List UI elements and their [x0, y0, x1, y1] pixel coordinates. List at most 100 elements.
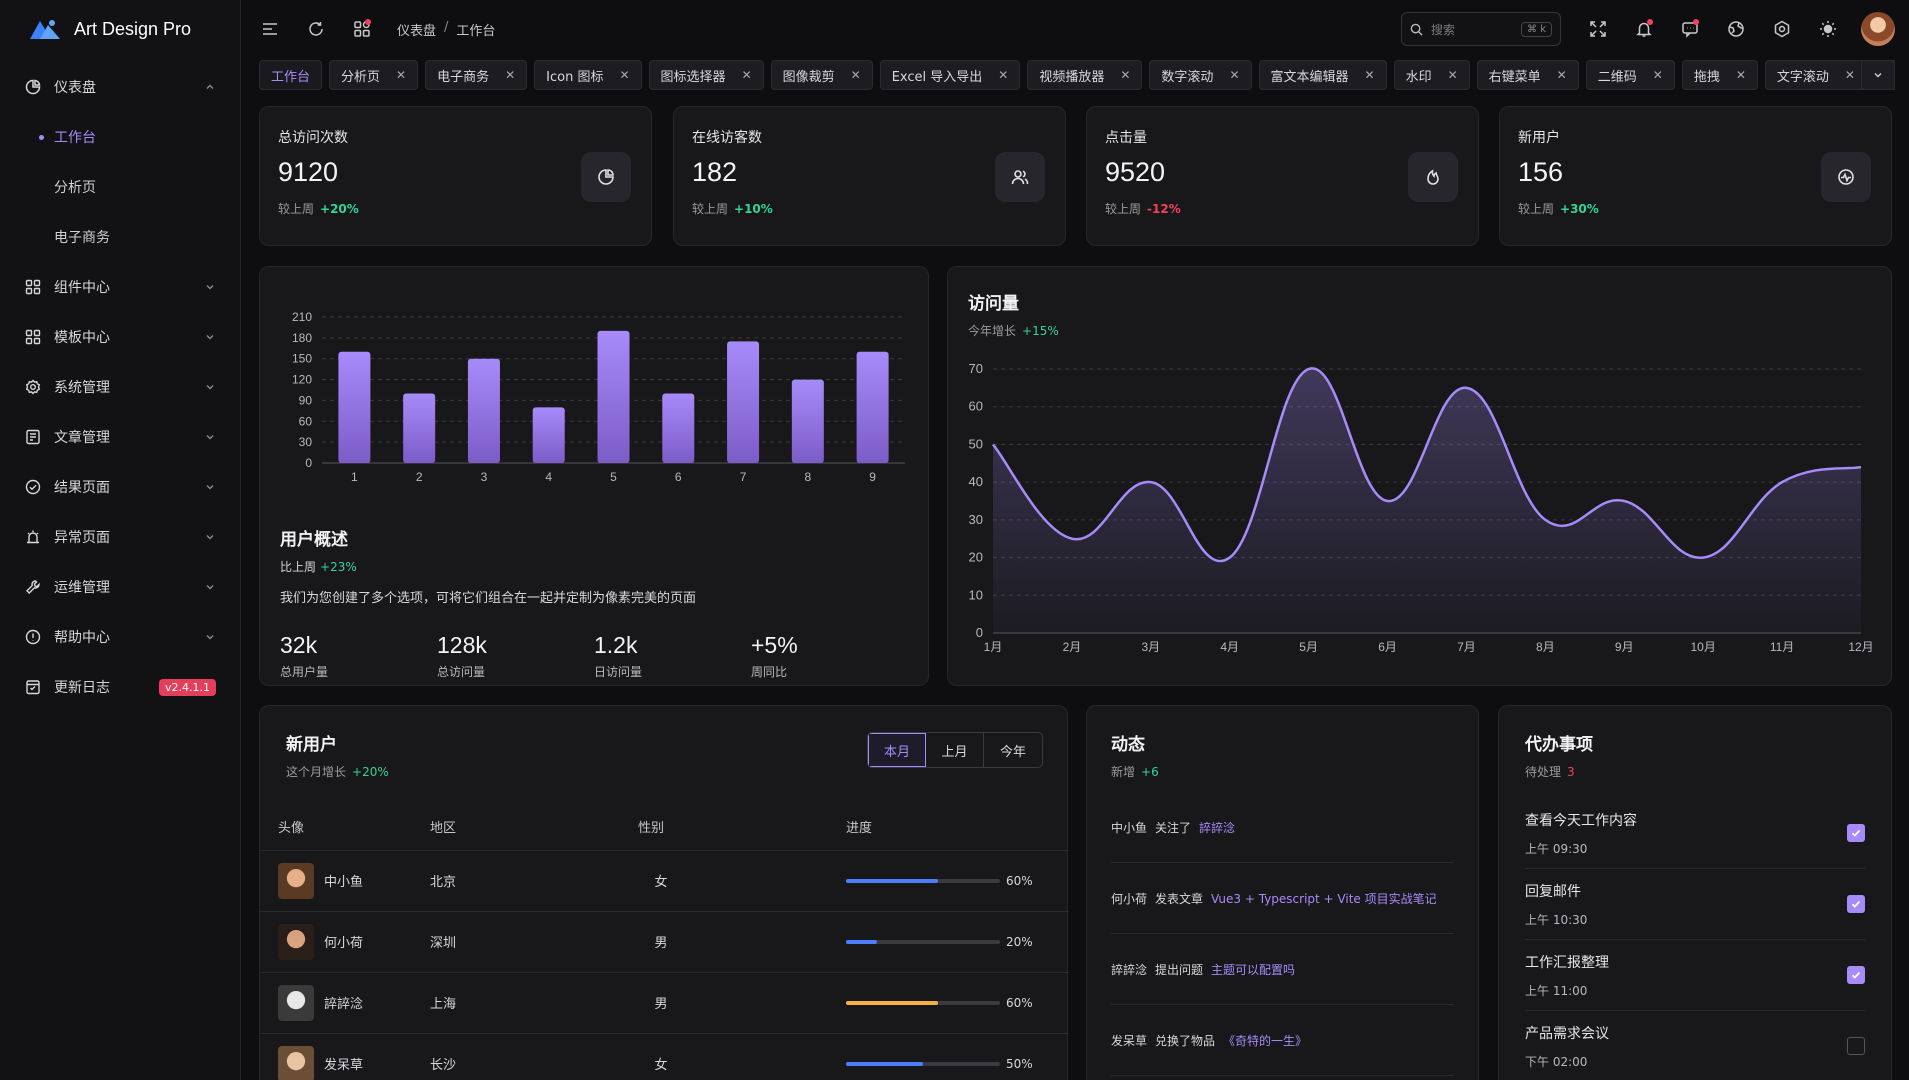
sun-icon[interactable]: [1817, 18, 1839, 40]
data-point[interactable]: [1780, 480, 1784, 484]
close-icon[interactable]: ✕: [1229, 68, 1240, 82]
tab-label: 电子商务: [437, 69, 490, 85]
todo-item: 工作汇报整理 上午 11:00: [1525, 940, 1865, 1011]
activity-target-link[interactable]: 誶誶淰: [1199, 820, 1236, 835]
tab-icons[interactable]: Icon 图标 ✕: [534, 60, 642, 90]
sidebar-item-dashboard[interactable]: 仪表盘: [0, 62, 240, 112]
bar[interactable]: [597, 330, 630, 463]
close-icon[interactable]: ✕: [396, 68, 407, 82]
tab-label: 右键菜单: [1488, 69, 1541, 85]
sidebar-item-system[interactable]: 系统管理: [0, 362, 240, 412]
sidebar-item-help[interactable]: 帮助中心: [0, 612, 240, 662]
tab-rich-editor[interactable]: 富文本编辑器 ✕: [1258, 60, 1387, 90]
apps-icon[interactable]: [351, 18, 373, 40]
close-icon[interactable]: ✕: [1652, 68, 1663, 82]
tab-ecommerce[interactable]: 电子商务 ✕: [425, 60, 528, 90]
todo-checkbox[interactable]: [1847, 824, 1865, 842]
tab-drag[interactable]: 拖拽 ✕: [1681, 60, 1758, 90]
settings-icon[interactable]: [1771, 18, 1793, 40]
close-icon[interactable]: ✕: [1364, 68, 1375, 82]
tab-image-crop[interactable]: 图像裁剪 ✕: [770, 60, 873, 90]
breadcrumb-item[interactable]: 仪表盘: [397, 23, 437, 39]
sidebar-subitem-analysis[interactable]: 分析页: [54, 180, 96, 196]
sidebar-item-result[interactable]: 结果页面: [0, 462, 240, 512]
tab-text-scroll[interactable]: 文字滚动 ✕: [1764, 60, 1867, 90]
overview-stat-label: 总用户量: [280, 665, 329, 679]
close-icon[interactable]: ✕: [619, 68, 630, 82]
data-point[interactable]: [991, 442, 995, 446]
sidebar-item-components[interactable]: 组件中心: [0, 262, 240, 312]
tab-count-to[interactable]: 数字滚动 ✕: [1149, 60, 1252, 90]
close-icon[interactable]: ✕: [1844, 68, 1855, 82]
activity-target-link[interactable]: Vue3 + Typescript + Vite 项目实战笔记: [1211, 891, 1437, 906]
bar[interactable]: [532, 407, 565, 463]
activity-target-link[interactable]: 《奇特的一生》: [1223, 1033, 1308, 1048]
menu-toggle-icon[interactable]: [259, 18, 281, 40]
stat-title: 新用户: [1518, 130, 1560, 146]
range-this-year[interactable]: 今年: [999, 744, 1026, 760]
sidebar-item-exception[interactable]: 异常页面: [0, 512, 240, 562]
range-last-month[interactable]: 上月: [926, 733, 984, 767]
data-point[interactable]: [1307, 367, 1311, 371]
bar[interactable]: [338, 351, 371, 463]
tab-excel[interactable]: Excel 导入导出 ✕: [879, 60, 1021, 90]
todo-item: 查看今天工作内容 上午 09:30: [1525, 798, 1865, 869]
data-point[interactable]: [1070, 537, 1074, 541]
close-icon[interactable]: ✕: [1120, 68, 1131, 82]
close-icon[interactable]: ✕: [741, 68, 752, 82]
close-icon[interactable]: ✕: [505, 68, 516, 82]
todo-checkbox[interactable]: [1847, 1037, 1865, 1055]
tab-context-menu[interactable]: 右键菜单 ✕: [1476, 60, 1579, 90]
data-point[interactable]: [1149, 480, 1153, 484]
sidebar-item-label: 文章管理: [54, 430, 110, 446]
tab-workbench[interactable]: 工作台: [259, 60, 323, 90]
data-point[interactable]: [1464, 386, 1468, 390]
tab-icon-picker[interactable]: 图标选择器 ✕: [648, 60, 764, 90]
bar[interactable]: [662, 393, 695, 463]
sidebar-item-ops[interactable]: 运维管理: [0, 562, 240, 612]
bar[interactable]: [467, 358, 500, 463]
cell-progress: 50%: [846, 1033, 1069, 1080]
sidebar-subitem-ecommerce[interactable]: 电子商务: [54, 230, 110, 246]
refresh-icon[interactable]: [305, 18, 327, 40]
user-avatar[interactable]: [1861, 12, 1895, 46]
bar[interactable]: [791, 379, 824, 463]
sidebar-item-templates[interactable]: 模板中心: [0, 312, 240, 362]
data-point[interactable]: [1386, 499, 1390, 503]
line-chart: 0 10 20 30 40 50 60 70 1月 2月 3月 4月 5月 6月 7月 8月 9月 10月 11月 1…: [969, 361, 1874, 654]
globe-icon[interactable]: [1725, 18, 1747, 40]
sidebar-item-changelog[interactable]: 更新日志 v2.4.1.1: [0, 662, 240, 712]
data-point[interactable]: [1701, 556, 1705, 560]
bar[interactable]: [727, 341, 760, 463]
bell-icon[interactable]: [1633, 18, 1655, 40]
data-point[interactable]: [1543, 518, 1547, 522]
data-point[interactable]: [1622, 499, 1626, 503]
tab-analysis[interactable]: 分析页 ✕: [329, 60, 419, 90]
progress-value: 50%: [1006, 1056, 1033, 1071]
tab-watermark[interactable]: 水印 ✕: [1393, 60, 1470, 90]
sidebar-subitem-workbench[interactable]: 工作台: [0, 112, 240, 162]
tab-video[interactable]: 视频播放器 ✕: [1027, 60, 1143, 90]
tabs-more-button[interactable]: [1861, 60, 1895, 90]
activity-header: 动态 新增 +6: [1111, 730, 1159, 780]
data-point[interactable]: [1859, 465, 1863, 469]
bar[interactable]: [856, 351, 889, 463]
todo-checkbox[interactable]: [1847, 966, 1865, 984]
close-icon[interactable]: ✕: [1556, 68, 1567, 82]
fullscreen-icon[interactable]: [1587, 18, 1609, 40]
app-logo[interactable]: Art Design Pro: [0, 0, 240, 58]
search-box[interactable]: 搜索 ⌘ k: [1401, 12, 1561, 46]
activity-target-link[interactable]: 主题可以配置吗: [1211, 962, 1296, 977]
close-icon[interactable]: ✕: [1735, 68, 1746, 82]
close-icon[interactable]: ✕: [850, 68, 861, 82]
chat-icon[interactable]: [1679, 18, 1701, 40]
sidebar-item-articles[interactable]: 文章管理: [0, 412, 240, 462]
todo-checkbox[interactable]: [1847, 895, 1865, 913]
data-point[interactable]: [1228, 556, 1232, 560]
bar[interactable]: [403, 393, 436, 463]
close-icon[interactable]: ✕: [998, 68, 1009, 82]
range-this-month[interactable]: 本月: [868, 733, 926, 767]
close-icon[interactable]: ✕: [1447, 68, 1458, 82]
tab-qrcode[interactable]: 二维码 ✕: [1585, 60, 1675, 90]
overview-description: 我们为您创建了多个选项，可将它们组合在一起并定制为像素完美的页面: [280, 591, 697, 606]
